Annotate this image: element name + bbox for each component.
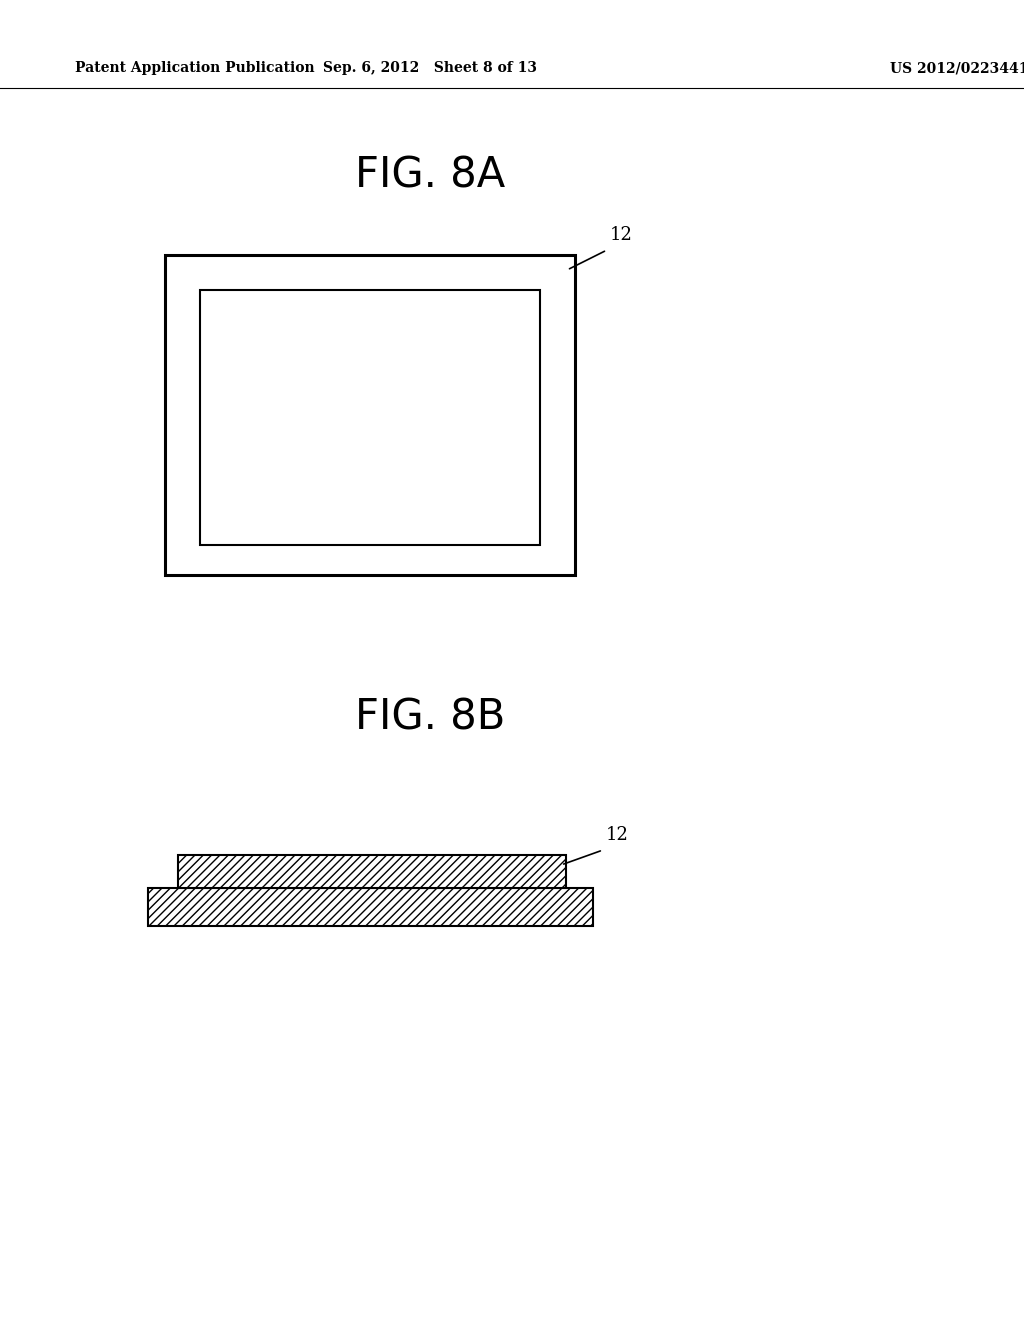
Text: Patent Application Publication: Patent Application Publication: [75, 61, 314, 75]
Text: FIG. 8A: FIG. 8A: [355, 154, 505, 195]
Bar: [178, 855, 566, 888]
Bar: [148, 888, 593, 927]
Bar: [165, 255, 575, 576]
Bar: [200, 290, 540, 545]
Text: FIG. 8B: FIG. 8B: [354, 697, 505, 739]
Text: US 2012/0223441 A1: US 2012/0223441 A1: [890, 61, 1024, 75]
Text: 12: 12: [606, 826, 629, 843]
Text: Sep. 6, 2012   Sheet 8 of 13: Sep. 6, 2012 Sheet 8 of 13: [323, 61, 537, 75]
Text: 12: 12: [610, 226, 633, 244]
